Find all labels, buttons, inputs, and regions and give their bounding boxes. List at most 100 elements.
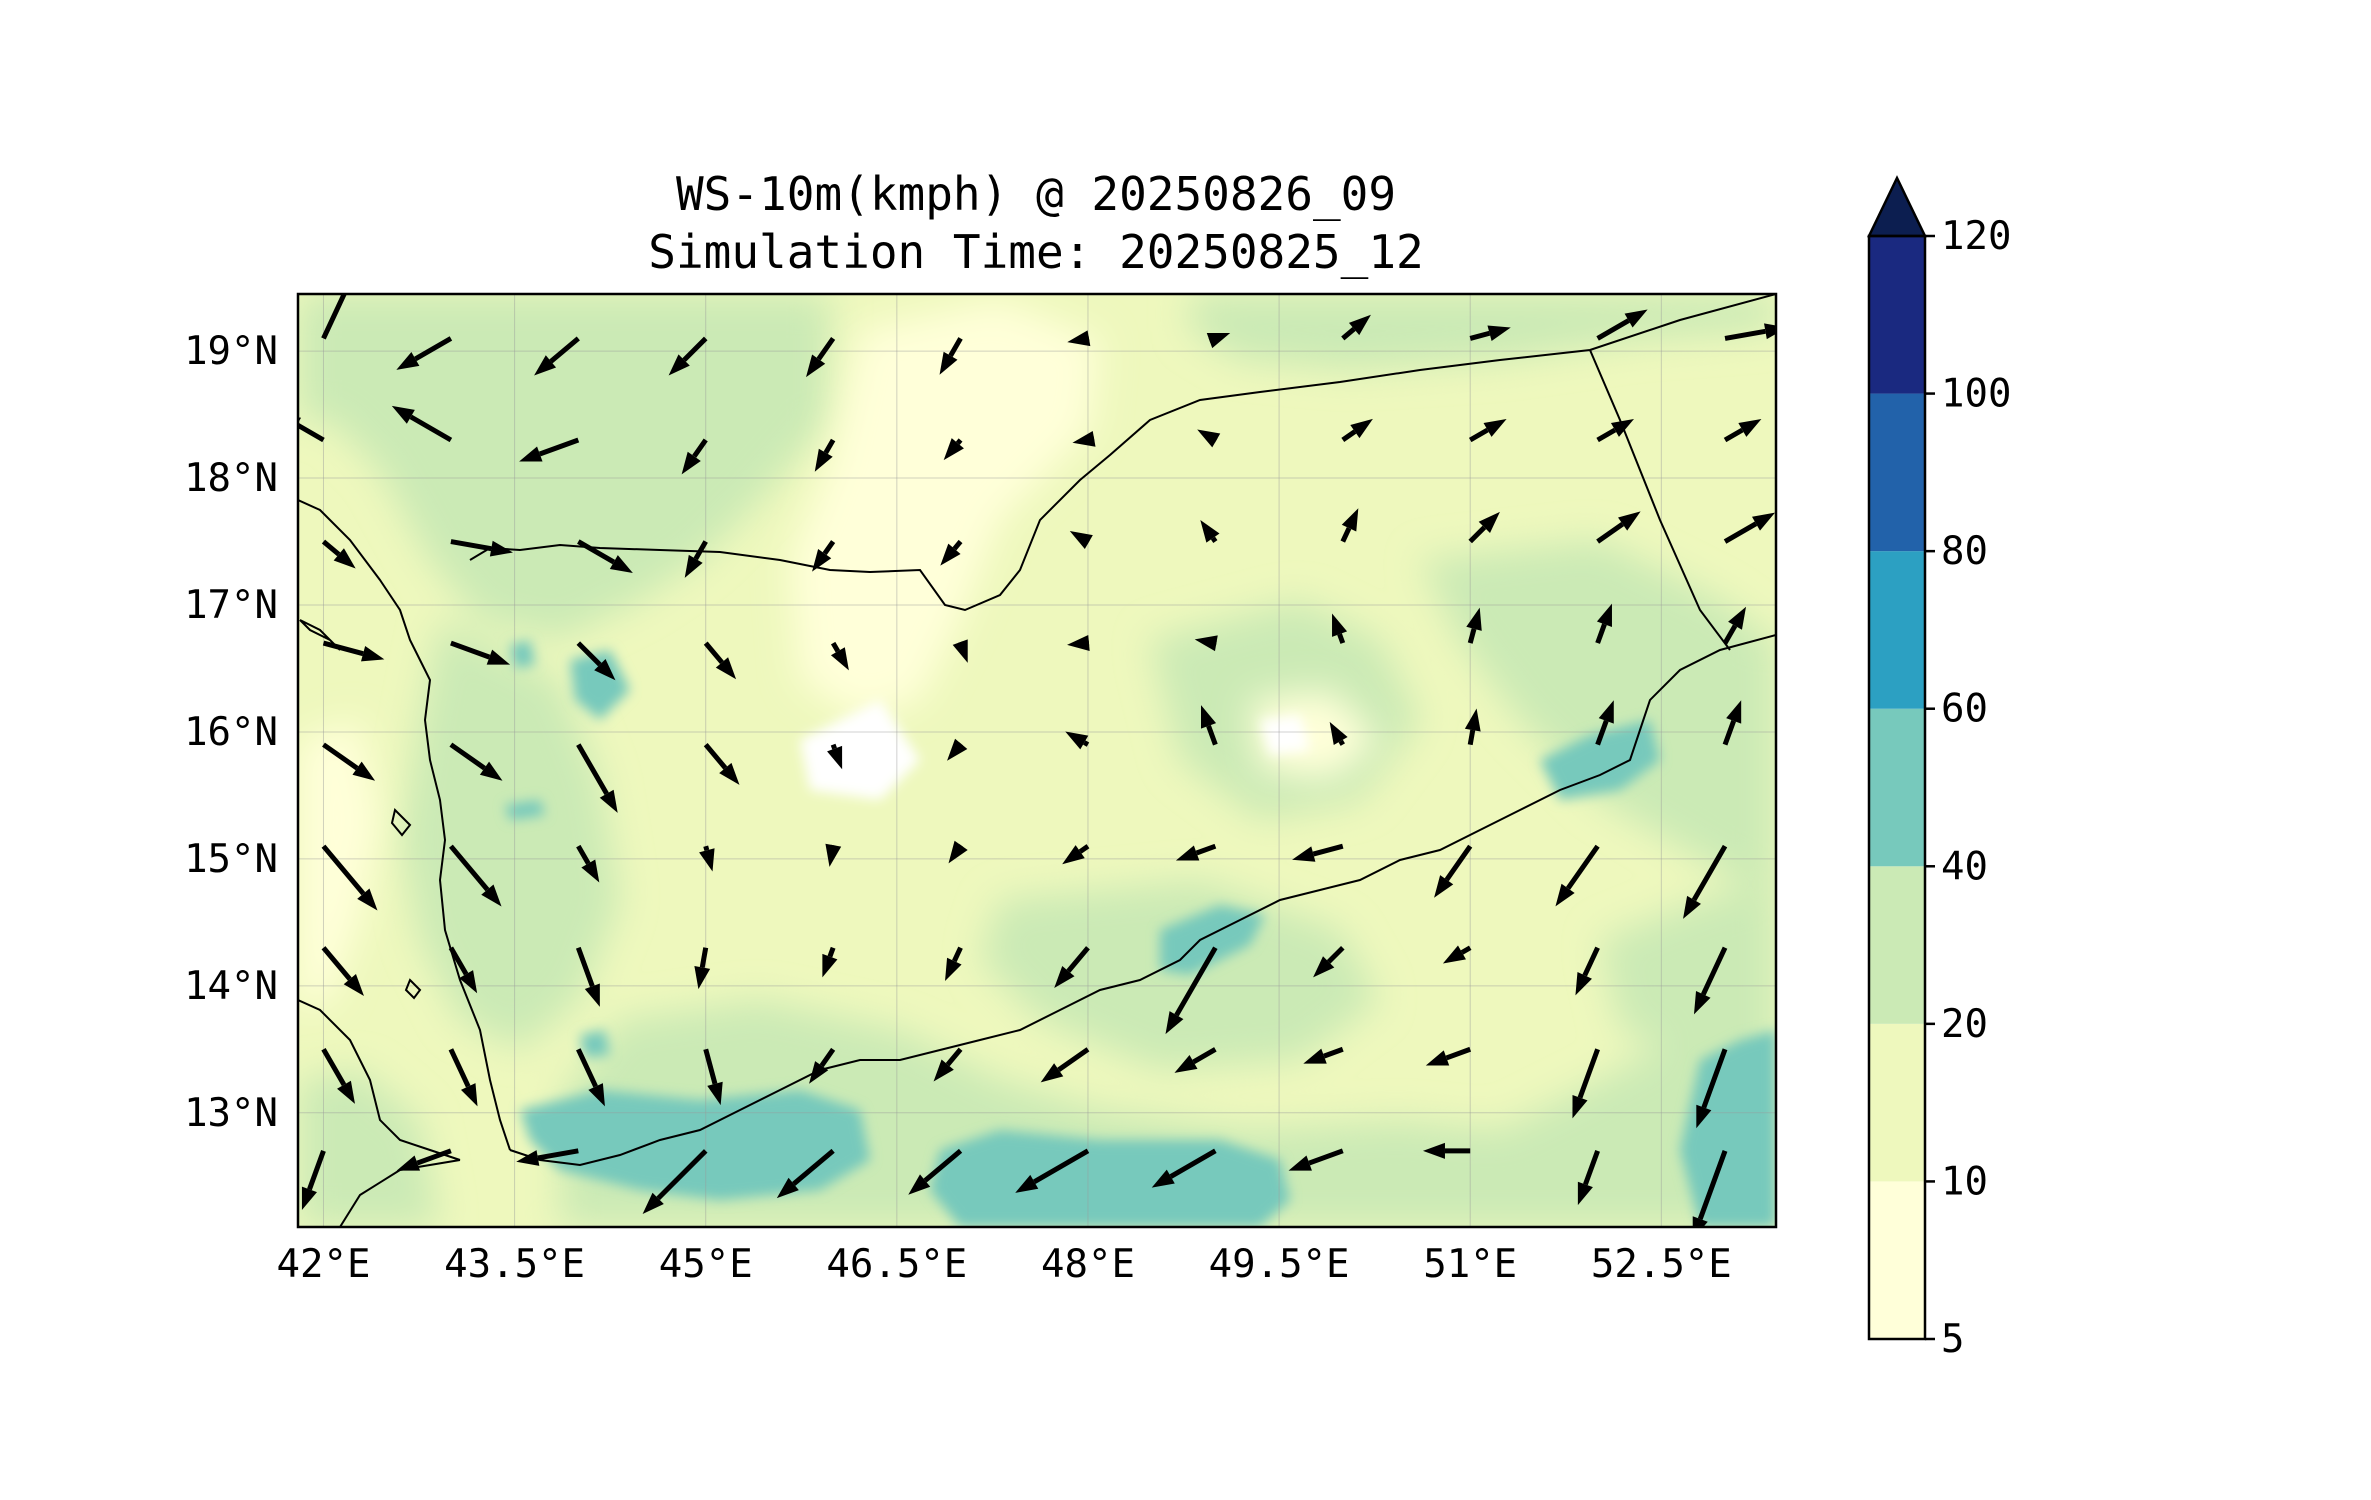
wind-vector-arrow [1069, 531, 1093, 549]
wind-vector-arrow [1595, 603, 1612, 644]
wind-vector-arrow [1596, 309, 1648, 341]
map-title-line1: WS-10m(kmph) @ 20250826_09 [676, 167, 1396, 221]
wind-vector-arrow [1206, 333, 1231, 349]
wind-vector-arrow [830, 641, 849, 671]
wind-vector-arrow [703, 1048, 723, 1106]
lat-tick-label: 15°N [184, 837, 278, 882]
colorbar-tick-label: 80 [1941, 529, 1988, 574]
wind-vector-arrow [576, 1048, 605, 1107]
wind-vector-arrow [1575, 946, 1600, 996]
wind-vector-arrow [1200, 520, 1220, 543]
wind-vector-arrow [952, 639, 968, 663]
wind-vector-arrow [1425, 1046, 1472, 1066]
wind-vector-arrow [1596, 418, 1634, 443]
lat-tick-label: 18°N [184, 456, 278, 501]
wind-vector-arrow [1015, 1148, 1090, 1193]
wind-vector-arrow [939, 337, 963, 375]
wind-vector-arrow [396, 1148, 452, 1171]
wind-vector-arrow [1723, 418, 1762, 443]
wind-vector-arrow [822, 946, 838, 978]
colorbar-tick-label: 20 [1941, 1002, 1988, 1047]
wind-vector-arrow [1054, 946, 1090, 988]
wind-vector-arrow [1696, 1048, 1728, 1129]
map-title-line2: Simulation Time: 20250825_12 [648, 225, 1423, 279]
wind-vector-arrow [1692, 1149, 1728, 1227]
colorbar-segment [1869, 236, 1925, 394]
colorbar-frame [1867, 234, 1927, 1341]
wind-vector-arrow [1194, 635, 1218, 652]
wind-vector-arrow [396, 336, 453, 370]
lon-tick-label: 48°E [1041, 1242, 1135, 1287]
wind-vector-arrow [1469, 325, 1511, 341]
lat-tick-label: 17°N [184, 583, 278, 628]
wind-vector-arrow [1303, 1046, 1344, 1064]
wind-vector-arrow [681, 438, 708, 475]
colorbar-tick-label: 60 [1941, 687, 1988, 732]
wind-vector-arrow [1723, 512, 1776, 544]
wind-vector-arrow [814, 438, 836, 472]
colorbar-segment [1869, 551, 1925, 709]
colorbar-extend-arrow [1867, 175, 1927, 238]
colorbar-segment [1869, 393, 1925, 552]
wind-vector-arrow [1151, 1148, 1217, 1188]
wind-vector-arrow [684, 540, 708, 578]
wind-vector-arrow [703, 743, 740, 785]
wind-vector-arrow [1595, 700, 1614, 746]
wind-vector-arrow [1340, 508, 1359, 543]
wind-vector-arrow [1722, 700, 1742, 746]
wind-vector-arrow [1329, 721, 1348, 746]
wind-vector-arrow [1572, 1048, 1600, 1119]
dahlak-islands [390, 808, 412, 837]
wind-vector-arrow [321, 1048, 355, 1104]
wind-vector-arrow [806, 336, 836, 378]
saudi-yemen-border [469, 294, 1776, 612]
longitude-tick-labels: 42°E 43.5°E 45°E 46.5°E 48°E 49.5°E 51°E 52.5°E [277, 1242, 1732, 1287]
wind-vector-arrow [1693, 946, 1728, 1015]
colorbar-tick-label: 40 [1941, 844, 1988, 889]
wind-vector-arrow [1468, 511, 1500, 544]
lon-tick-label: 51°E [1423, 1242, 1517, 1287]
wind-vector-arrow [1197, 429, 1221, 448]
wind-vector-arrow [1341, 418, 1373, 443]
wind-vector-arrow [948, 840, 968, 864]
wind-vector-arrow [1072, 431, 1096, 447]
colorbar-tick-label: 5 [1941, 1317, 1964, 1362]
wind-vector-arrow [519, 437, 580, 462]
wind-vector-arrow [1422, 1142, 1471, 1159]
wind-vector-arrow [1165, 946, 1218, 1035]
wind-vector-arrow [1065, 731, 1090, 750]
wind-vector-arrow [1434, 844, 1473, 898]
wind-vector-arrow [322, 742, 376, 781]
wind-vector-arrow [1596, 511, 1641, 544]
colorbar-tick-label: 120 [1941, 214, 2011, 259]
wind-vector-arrow [947, 738, 968, 761]
colorbar-segment [1869, 1023, 1925, 1182]
wind-vector-arrow [703, 641, 737, 680]
wind-vector-arrow [1466, 607, 1482, 644]
wind-vector-arrow [1341, 314, 1371, 341]
wind-vector-arrow [1062, 844, 1090, 865]
wind-vector-arrow [576, 641, 616, 681]
colorbar: 5 10 20 40 60 80 100 120 [1867, 175, 2011, 1362]
wind-vector-arrow [1468, 418, 1507, 443]
wind-vector-arrow [945, 946, 963, 982]
lon-tick-label: 49.5°E [1209, 1242, 1350, 1287]
wind-vector-arrow [933, 1047, 963, 1082]
gulf-of-aden-coast [509, 634, 1776, 1167]
wind-vector-arrow [301, 1149, 326, 1211]
lat-tick-label: 14°N [184, 964, 278, 1009]
wind-vector-arrow [1722, 606, 1747, 645]
wind-vector-arrow [642, 1149, 708, 1214]
colorbar-tick-label: 100 [1941, 372, 2011, 417]
wind-vector-arrow [448, 1048, 478, 1107]
wind-vector-arrow [1577, 1149, 1600, 1206]
wind-vector-arrow [534, 336, 580, 376]
wind-vector-arrow [321, 946, 364, 996]
map-gridlines [298, 294, 1776, 1227]
wind-vector-arrow [1442, 945, 1472, 964]
wind-vector-arrow [448, 844, 502, 907]
latitude-tick-labels: 19°N 18°N 17°N 16°N 15°N 14°N 13°N [184, 329, 278, 1136]
wind-vector-arrow [450, 539, 513, 557]
wind-vector-arrow [940, 539, 963, 566]
red-sea-coast [298, 499, 511, 1151]
